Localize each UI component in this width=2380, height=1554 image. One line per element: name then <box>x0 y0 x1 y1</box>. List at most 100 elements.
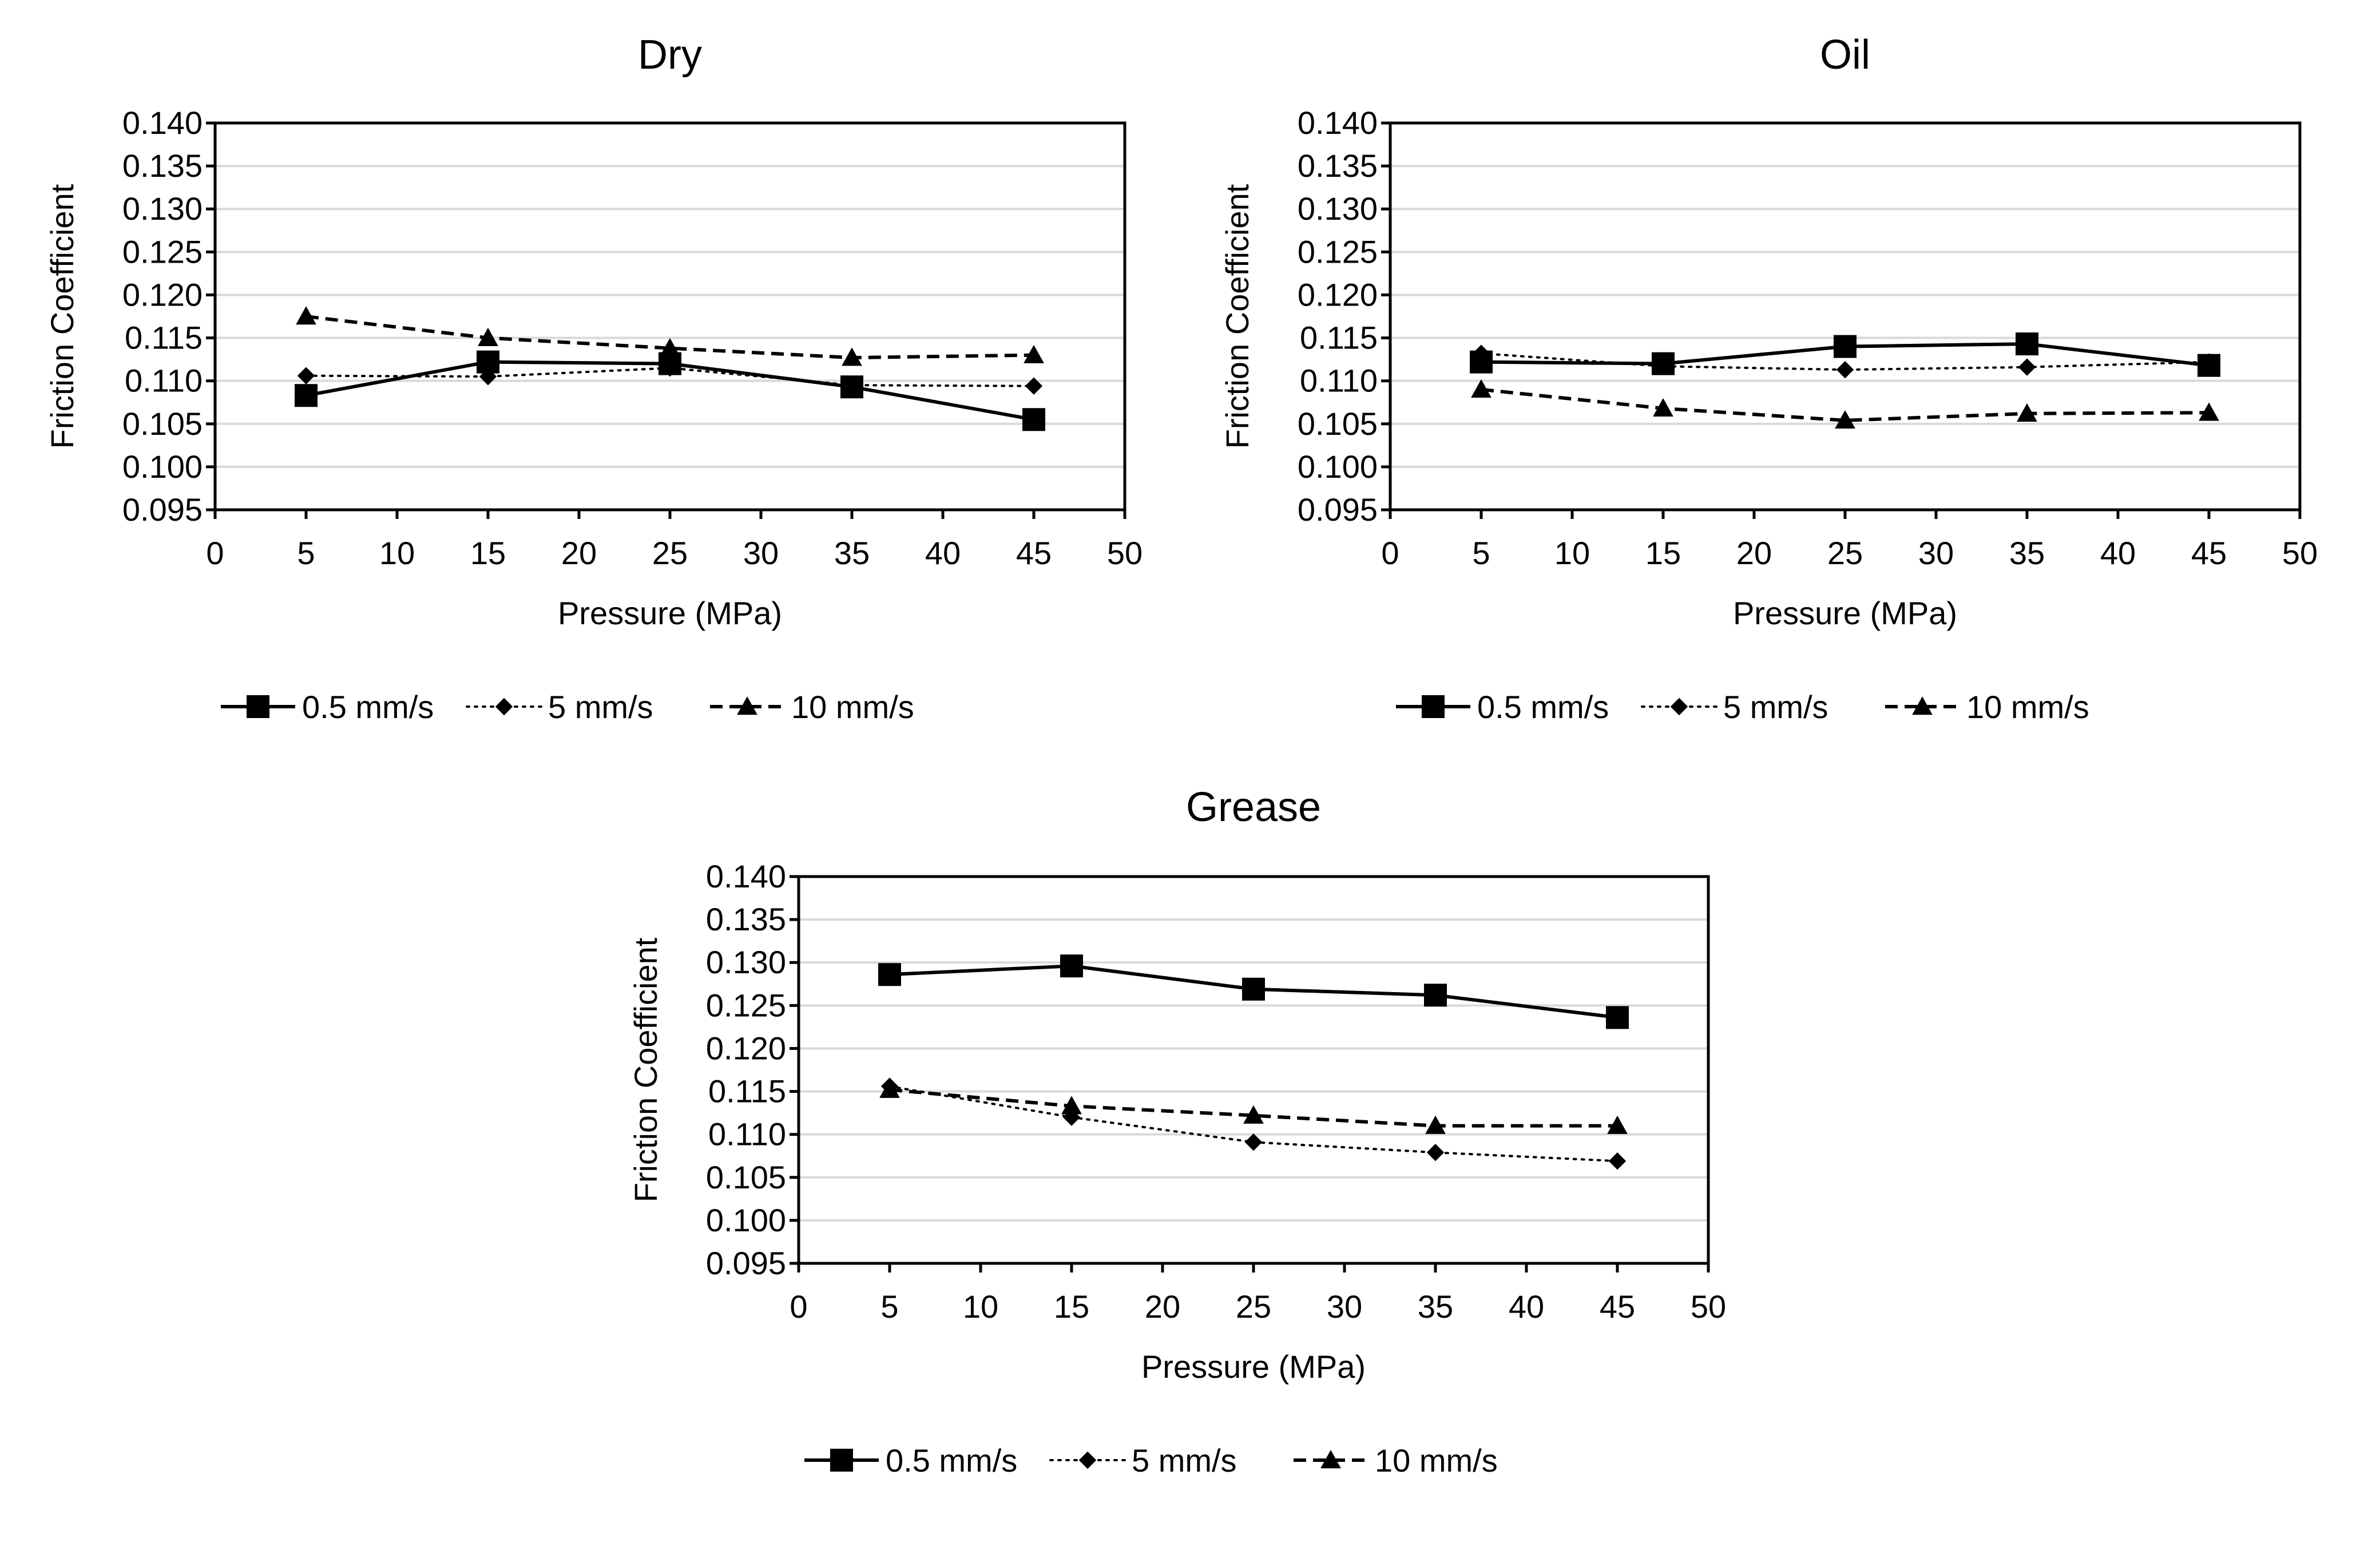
y-tick-label: 0.095 <box>122 491 203 528</box>
x-tick-label: 25 <box>652 535 688 571</box>
data-point-5-mm-s <box>1244 1133 1263 1151</box>
x-tick-label: 20 <box>1736 535 1772 571</box>
legend-item-0-5-mm-s: 0.5 mm/s <box>804 1442 1017 1478</box>
y-axis-label: Friction Coefficient <box>1219 184 1255 449</box>
data-point-5-mm-s <box>2018 358 2036 376</box>
data-point-0-5-mm-s <box>1242 977 1265 1001</box>
x-tick-label: 25 <box>1236 1289 1271 1325</box>
y-tick-label: 0.140 <box>1298 105 1378 141</box>
y-axis-label: Friction Coefficient <box>44 184 80 449</box>
x-tick-label: 25 <box>1827 535 1863 571</box>
legend-label: 10 mm/s <box>1966 689 2089 725</box>
x-tick-label: 30 <box>743 535 779 571</box>
data-point-5-mm-s <box>2200 353 2218 371</box>
x-tick-label: 15 <box>470 535 506 571</box>
y-tick-label: 0.130 <box>122 191 203 227</box>
legend-marker-triangle <box>1320 1450 1341 1469</box>
data-point-5-mm-s <box>1608 1152 1627 1170</box>
x-tick-label: 0 <box>1381 535 1399 571</box>
y-tick-label: 0.110 <box>1300 363 1378 399</box>
chart-oil: Oil 0.095 0.100 0.105 0.110 0.115 0.120 0.125 0.… <box>1219 32 2318 725</box>
y-tick-label: 0.135 <box>1298 148 1378 184</box>
data-point-5-mm-s <box>1472 344 1490 362</box>
data-point-0-5-mm-s <box>1834 335 1857 358</box>
data-point-5-mm-s <box>1426 1144 1445 1161</box>
legend-item-5-mm-s: 5 mm/s <box>1049 1442 1237 1478</box>
data-point-10-mm-s <box>2017 403 2037 422</box>
legend-item-10-mm-s: 10 mm/s <box>1885 689 2089 725</box>
y-tick-label: 0.105 <box>706 1159 786 1195</box>
y-tick-label: 0.100 <box>706 1202 786 1238</box>
x-tick-label: 35 <box>834 535 870 571</box>
x-tick-label: 50 <box>1107 535 1143 571</box>
data-point-10-mm-s <box>1835 410 1855 429</box>
y-tick-label: 0.115 <box>125 320 203 356</box>
y-tick-label: 0.110 <box>708 1116 786 1152</box>
x-axis-label: Pressure (MPa) <box>1141 1349 1366 1385</box>
y-tick-label: 0.125 <box>1298 233 1378 269</box>
plot-frame <box>797 875 1710 1265</box>
legend-marker-triangle <box>1912 696 1933 715</box>
x-tick-label: 20 <box>561 535 597 571</box>
series-line-10-mm-s <box>306 315 1034 360</box>
y-tick-label: 0.105 <box>122 406 203 442</box>
y-tick-label: 0.115 <box>1300 320 1378 356</box>
data-point-10-mm-s <box>478 327 498 346</box>
x-tick-label: 5 <box>880 1289 898 1325</box>
legend-item-5-mm-s: 5 mm/s <box>1641 689 1828 725</box>
legend-label: 0.5 mm/s <box>302 689 434 725</box>
x-axis-label: Pressure (MPa) <box>558 595 782 631</box>
data-point-10-mm-s <box>1425 1115 1446 1134</box>
x-tick-label: 40 <box>1509 1289 1544 1325</box>
legend-marker-diamond <box>1078 1451 1097 1469</box>
y-tick-label: 0.120 <box>1298 276 1378 312</box>
legend-marker-diamond <box>495 697 513 716</box>
y-tick-label: 0.130 <box>1298 191 1378 227</box>
data-point-10-mm-s <box>1024 344 1044 363</box>
data-point-0-5-mm-s <box>1424 984 1447 1007</box>
x-tick-label: 20 <box>1145 1289 1180 1325</box>
data-point-10-mm-s <box>1653 398 1673 417</box>
plot-frame <box>1389 121 2302 512</box>
y-tick-label: 0.140 <box>122 105 203 141</box>
x-tick-label: 15 <box>1645 535 1681 571</box>
plot-frame <box>213 121 1126 512</box>
chart-grease: Grease 0.095 0.100 0.105 0.110 0.115 0.120 0.12… <box>628 784 1726 1478</box>
legend-item-0-5-mm-s: 0.5 mm/s <box>1396 689 1609 725</box>
data-point-5-mm-s <box>1654 357 1672 375</box>
y-tick-label: 0.135 <box>706 901 786 937</box>
x-tick-label: 35 <box>2009 535 2045 571</box>
y-tick-label: 0.105 <box>1298 406 1378 442</box>
legend-label: 10 mm/s <box>791 689 914 725</box>
legend-marker-square <box>1422 695 1445 718</box>
x-tick-label: 5 <box>297 535 315 571</box>
data-point-5-mm-s <box>1836 360 1854 379</box>
legend-label: 5 mm/s <box>1723 689 1828 725</box>
x-tick-label: 35 <box>1418 1289 1453 1325</box>
x-tick-label: 40 <box>925 535 961 571</box>
y-tick-label: 0.095 <box>706 1245 786 1281</box>
chart-title: Dry <box>638 32 702 78</box>
x-tick-label: 50 <box>2282 535 2318 571</box>
x-tick-label: 10 <box>1554 535 1590 571</box>
x-tick-label: 10 <box>963 1289 998 1325</box>
legend-marker-square <box>247 695 269 718</box>
y-tick-label: 0.100 <box>122 449 203 485</box>
data-point-10-mm-s <box>2199 402 2219 421</box>
data-point-10-mm-s <box>879 1079 900 1098</box>
y-tick-label: 0.100 <box>1298 449 1378 485</box>
y-tick-label: 0.115 <box>708 1073 786 1109</box>
data-point-0-5-mm-s <box>1060 954 1083 978</box>
legend-item-0-5-mm-s: 0.5 mm/s <box>221 689 434 725</box>
chart-title: Grease <box>1186 784 1321 830</box>
y-tick-label: 0.120 <box>706 1030 786 1066</box>
legend-marker-diamond <box>1670 697 1688 716</box>
y-tick-label: 0.120 <box>122 276 203 312</box>
x-tick-label: 45 <box>1600 1289 1635 1325</box>
data-point-5-mm-s <box>479 367 497 386</box>
x-tick-label: 0 <box>790 1289 807 1325</box>
data-point-0-5-mm-s <box>295 384 318 407</box>
legend-label: 0.5 mm/s <box>886 1442 1017 1478</box>
legend-item-5-mm-s: 5 mm/s <box>466 689 653 725</box>
chart-title: Oil <box>1820 32 1870 78</box>
